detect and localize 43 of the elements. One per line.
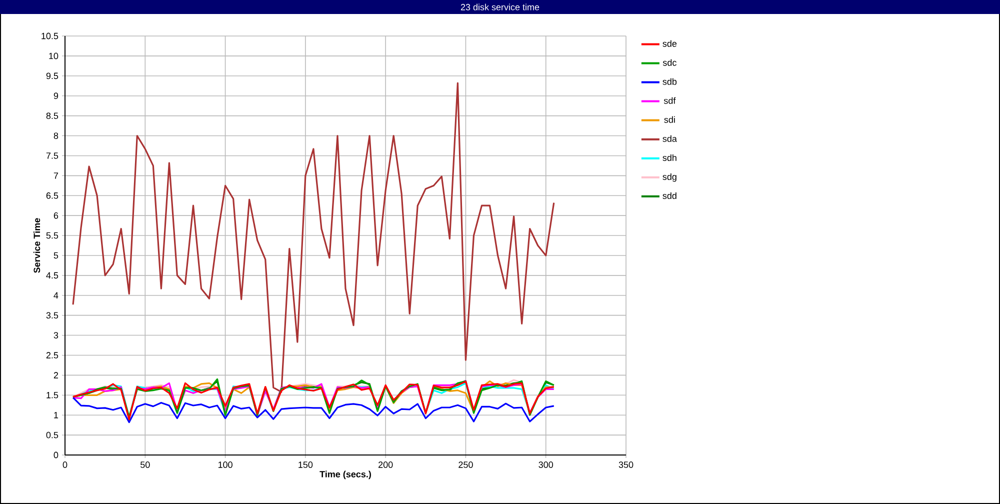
x-tick-label: 50 (140, 462, 150, 468)
y-tick-label: 7 (54, 172, 58, 179)
y-tick-label: 1 (54, 412, 58, 418)
y-tick-label: 5 (54, 252, 58, 259)
y-tick-label: 4.5 (46, 272, 58, 279)
x-tick-label: 100 (218, 462, 232, 468)
y-tick-label: 6 (54, 212, 58, 219)
x-tick-label: 200 (378, 462, 393, 468)
x-tick-label: 350 (618, 462, 634, 468)
legend-label: sdc (662, 59, 676, 66)
y-axis-title: Service Time (33, 218, 40, 273)
y-tick-label: 1.5 (46, 392, 58, 398)
y-tick-label: 7.5 (46, 152, 58, 159)
legend-label: sde (662, 40, 677, 47)
y-tick-label: 8 (54, 132, 58, 139)
y-tick-label: 9.5 (46, 72, 58, 80)
y-tick-label: 4 (54, 292, 58, 298)
line-series (72, 82, 555, 393)
x-tick-label: 300 (538, 462, 554, 468)
legend-label: sda (662, 135, 677, 142)
x-tick-label: 0 (62, 462, 68, 468)
y-tick-label: 10.5 (42, 32, 58, 40)
x-tick-label: 250 (458, 462, 473, 468)
y-tick-label: 8.5 (46, 112, 58, 119)
y-tick-label: 3 (54, 332, 58, 338)
y-tick-label: 10 (49, 52, 58, 60)
y-tick-label: 5.5 (46, 232, 58, 239)
y-tick-label: 9 (54, 92, 58, 100)
chart-title: 23 disk service time (460, 4, 540, 10)
legend-label: sdf (664, 97, 676, 104)
legend-label: sdd (662, 192, 676, 199)
x-tick-label: 150 (298, 462, 313, 468)
y-tick-label: 0.5 (46, 432, 58, 438)
x-axis-title: Time (secs.) (320, 470, 371, 480)
y-tick-label: 2 (54, 372, 58, 378)
y-tick-label: 3.5 (46, 312, 58, 319)
y-tick-label: 2.5 (46, 352, 58, 358)
y-tick-label: 6.5 (46, 192, 58, 199)
legend-label: sdg (662, 173, 676, 182)
legend-label: sdi (664, 116, 675, 123)
y-tick-label: 0 (54, 452, 58, 458)
legend-label: sdb (662, 78, 677, 85)
legend-label: sdh (662, 154, 676, 161)
